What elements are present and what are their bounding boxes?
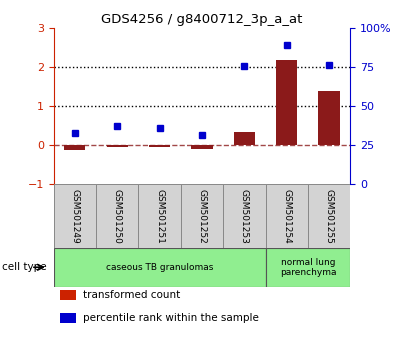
Bar <box>60 313 76 324</box>
Bar <box>139 184 181 248</box>
Text: GSM501251: GSM501251 <box>155 188 164 244</box>
Bar <box>96 184 139 248</box>
Text: GSM501254: GSM501254 <box>282 189 291 243</box>
Text: GSM501253: GSM501253 <box>240 188 249 244</box>
Bar <box>265 248 350 287</box>
Bar <box>60 290 76 301</box>
Text: cell type: cell type <box>2 262 47 272</box>
Text: transformed count: transformed count <box>84 290 181 300</box>
Text: GSM501252: GSM501252 <box>197 189 207 243</box>
Text: GSM501255: GSM501255 <box>324 188 334 244</box>
Bar <box>223 184 265 248</box>
Bar <box>191 145 213 149</box>
Text: GSM501249: GSM501249 <box>70 189 80 243</box>
Bar <box>265 184 308 248</box>
Bar <box>149 145 170 147</box>
Text: normal lung
parenchyma: normal lung parenchyma <box>280 258 336 277</box>
Bar <box>64 145 86 150</box>
Bar <box>234 131 255 145</box>
Bar <box>308 184 350 248</box>
Bar <box>54 184 96 248</box>
Bar <box>107 145 128 147</box>
Bar <box>318 91 339 145</box>
Bar <box>181 184 223 248</box>
Bar <box>276 60 297 145</box>
Text: percentile rank within the sample: percentile rank within the sample <box>84 313 259 323</box>
Text: caseous TB granulomas: caseous TB granulomas <box>106 263 213 272</box>
Bar <box>54 248 265 287</box>
Text: GSM501250: GSM501250 <box>113 188 122 244</box>
Title: GDS4256 / g8400712_3p_a_at: GDS4256 / g8400712_3p_a_at <box>101 13 302 26</box>
